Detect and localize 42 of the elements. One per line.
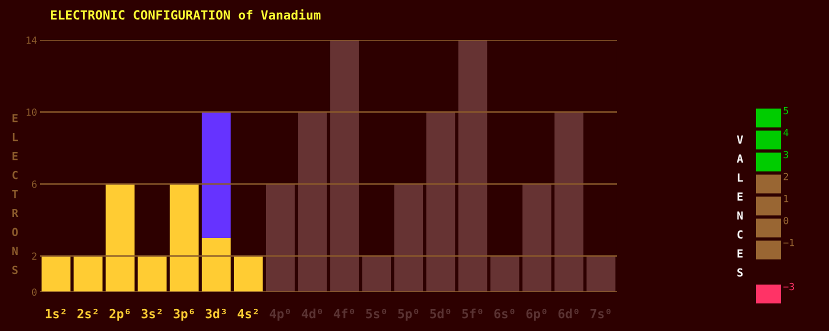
bar	[106, 184, 135, 292]
bar	[426, 112, 456, 292]
bar	[202, 238, 231, 292]
category-label: 2	[784, 172, 788, 180]
x-tick-label: 2p⁶	[110, 308, 130, 321]
bar	[42, 256, 70, 292]
x-tick-label: 3p⁶	[174, 308, 194, 321]
y-tick-label: 6	[32, 180, 37, 188]
x-tick-label: 4s²	[238, 308, 258, 318]
bar	[170, 184, 199, 292]
x-tick-label: 1s²	[46, 308, 66, 318]
y-tick-label: 2	[32, 252, 36, 260]
y-tick-label: 14	[26, 36, 37, 44]
text: ELECTRONS	[12, 114, 18, 274]
bar	[458, 40, 488, 292]
chart-title: ELECTRONIC CONFIGURATION of Vanadium	[51, 9, 320, 20]
category-label: 4	[783, 129, 788, 136]
category-label: 1	[784, 195, 788, 202]
category-label: −1	[783, 239, 794, 246]
bar	[522, 184, 552, 292]
bar	[362, 256, 392, 292]
bar	[138, 256, 167, 292]
bar	[202, 112, 231, 238]
category-label: 3	[784, 150, 788, 158]
x-tick-label: 3s²	[142, 308, 162, 318]
bar	[234, 256, 263, 292]
bar	[490, 256, 520, 292]
category-label: 0	[784, 216, 788, 224]
x-tick-label: 3d³	[206, 308, 226, 318]
category-label: −3	[783, 282, 794, 290]
bar	[586, 256, 616, 292]
y-tick-label: 0	[32, 288, 37, 296]
bar	[266, 184, 295, 292]
bar	[394, 184, 424, 292]
y-tick-label: 10	[26, 108, 37, 116]
bar	[330, 40, 359, 292]
bar	[554, 112, 584, 292]
x-tick-label: 2s²	[77, 308, 98, 318]
category-label: 5	[784, 107, 788, 114]
bar	[74, 256, 103, 292]
text: VALENCES	[736, 136, 744, 277]
bar	[298, 112, 327, 292]
